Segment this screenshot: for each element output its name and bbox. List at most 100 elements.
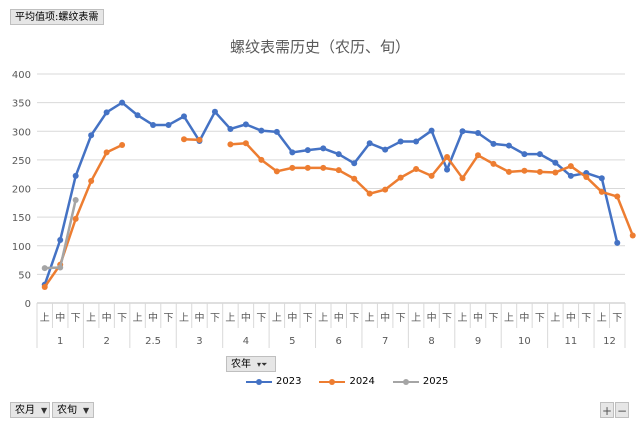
- x-sub-tick-label: 上: [550, 312, 560, 324]
- x-sub-tick-label: 中: [102, 311, 112, 324]
- xun-field-label: 农旬: [57, 405, 77, 416]
- chevron-down-icon: ▼: [41, 406, 48, 415]
- y-tick-label: 0: [25, 299, 31, 310]
- data-point-2023: [242, 121, 249, 128]
- x-sub-tick-label: 下: [442, 313, 452, 324]
- data-point-2024: [567, 163, 574, 170]
- data-point-2023: [57, 237, 64, 244]
- x-group-label: 2.5: [145, 336, 161, 347]
- x-sub-tick-label: 下: [303, 313, 313, 324]
- x-sub-tick-label: 上: [40, 312, 50, 324]
- x-group-label: 1: [57, 336, 63, 347]
- data-point-2023: [150, 121, 157, 128]
- x-sub-tick-label: 中: [473, 311, 483, 324]
- x-group-label: 12: [603, 336, 616, 347]
- month-field-label: 农月: [15, 405, 35, 416]
- filter-icon: ▾⏷: [257, 360, 268, 369]
- data-point-2024: [413, 166, 420, 173]
- x-sub-tick-label: 下: [210, 313, 220, 324]
- y-tick-label: 150: [12, 213, 31, 224]
- x-sub-tick-label: 上: [272, 312, 282, 324]
- x-sub-tick-label: 中: [427, 311, 437, 324]
- x-sub-tick-label: 上: [597, 312, 607, 324]
- data-point-2023: [428, 127, 435, 134]
- expand-button[interactable]: +: [600, 402, 614, 418]
- x-sub-tick-label: 上: [179, 312, 189, 324]
- x-sub-tick-label: 下: [612, 313, 622, 324]
- x-group-label: 6: [336, 336, 342, 347]
- data-point-2024: [459, 175, 466, 182]
- year-filter-button[interactable]: 农年 ▾⏷: [226, 356, 276, 372]
- legend-label: 2024: [349, 376, 375, 387]
- data-point-2024: [583, 174, 590, 181]
- data-point-2024: [428, 172, 435, 179]
- data-point-2025: [57, 264, 64, 271]
- data-point-2024: [242, 140, 249, 147]
- y-tick-label: 400: [12, 70, 31, 81]
- data-point-2023: [103, 109, 110, 116]
- xun-field-button[interactable]: 农旬 ▼: [52, 402, 94, 418]
- x-sub-tick-label: 上: [318, 312, 328, 324]
- data-point-2023: [521, 151, 528, 158]
- data-point-2023: [134, 112, 141, 119]
- month-field-button[interactable]: 农月 ▼: [10, 402, 50, 418]
- data-point-2024: [521, 167, 528, 174]
- legend-swatch-2025: [392, 377, 419, 387]
- data-point-2023: [165, 121, 172, 128]
- data-point-2023: [227, 125, 234, 132]
- data-point-2023: [88, 132, 95, 139]
- y-tick-label: 300: [12, 127, 31, 138]
- x-sub-tick-label: 上: [504, 312, 514, 324]
- data-point-2023: [413, 138, 420, 145]
- x-sub-tick-label: 下: [256, 313, 266, 324]
- legend-swatch-2024: [319, 377, 346, 387]
- x-sub-tick-label: 上: [86, 312, 96, 324]
- year-filter-label: 农年: [231, 359, 251, 370]
- x-axis: 上中下1上中下2上中下2.5上中下3上中下4上中下5上中下6上中下7上中下8上中…: [36, 302, 626, 348]
- data-point-2024: [490, 160, 497, 167]
- data-point-2023: [181, 113, 187, 120]
- legend: 2023 2024 2025: [246, 376, 448, 387]
- data-point-2024: [41, 283, 48, 290]
- x-group-label: 10: [518, 336, 531, 347]
- data-point-2024: [614, 193, 621, 200]
- data-point-2024: [258, 156, 265, 163]
- data-point-2023: [382, 146, 389, 153]
- data-point-2023: [397, 138, 404, 145]
- data-point-2025: [41, 265, 48, 272]
- x-sub-tick-label: 上: [225, 312, 235, 324]
- data-point-2023: [614, 239, 621, 246]
- gridlines: [37, 73, 625, 304]
- x-sub-tick-label: 上: [458, 312, 468, 324]
- x-group-label: 3: [196, 336, 202, 347]
- data-point-2024: [103, 149, 110, 156]
- data-point-2024: [196, 136, 203, 143]
- data-point-2024: [629, 232, 636, 239]
- x-sub-tick-label: 中: [287, 311, 297, 324]
- legend-swatch-2023: [246, 377, 272, 387]
- data-point-2024: [505, 168, 512, 175]
- x-sub-tick-label: 中: [194, 311, 204, 324]
- x-sub-tick-label: 上: [133, 312, 143, 324]
- x-group-label: 7: [382, 336, 388, 347]
- data-point-2024: [475, 152, 481, 159]
- x-sub-tick-label: 下: [581, 313, 591, 324]
- legend-item-2023: 2023: [246, 376, 301, 387]
- value-field-button[interactable]: 平均值项:螺纹表需: [10, 9, 104, 25]
- x-sub-tick-label: 中: [380, 311, 390, 324]
- x-sub-tick-label: 下: [164, 313, 174, 324]
- x-group-label: 4: [243, 336, 249, 347]
- data-point-2024: [289, 164, 296, 171]
- legend-label: 2023: [276, 376, 302, 387]
- legend-label: 2025: [422, 376, 449, 387]
- x-sub-tick-label: 上: [365, 312, 375, 324]
- series-line-2023: [43, 101, 619, 286]
- data-point-2024: [273, 168, 280, 175]
- series-line-2024: [43, 143, 123, 288]
- data-point-2024: [598, 188, 605, 195]
- collapse-button[interactable]: −: [615, 402, 629, 418]
- x-sub-tick-label: 中: [334, 311, 344, 324]
- x-sub-tick-label: 中: [55, 311, 65, 324]
- x-sub-tick-label: 下: [71, 313, 81, 324]
